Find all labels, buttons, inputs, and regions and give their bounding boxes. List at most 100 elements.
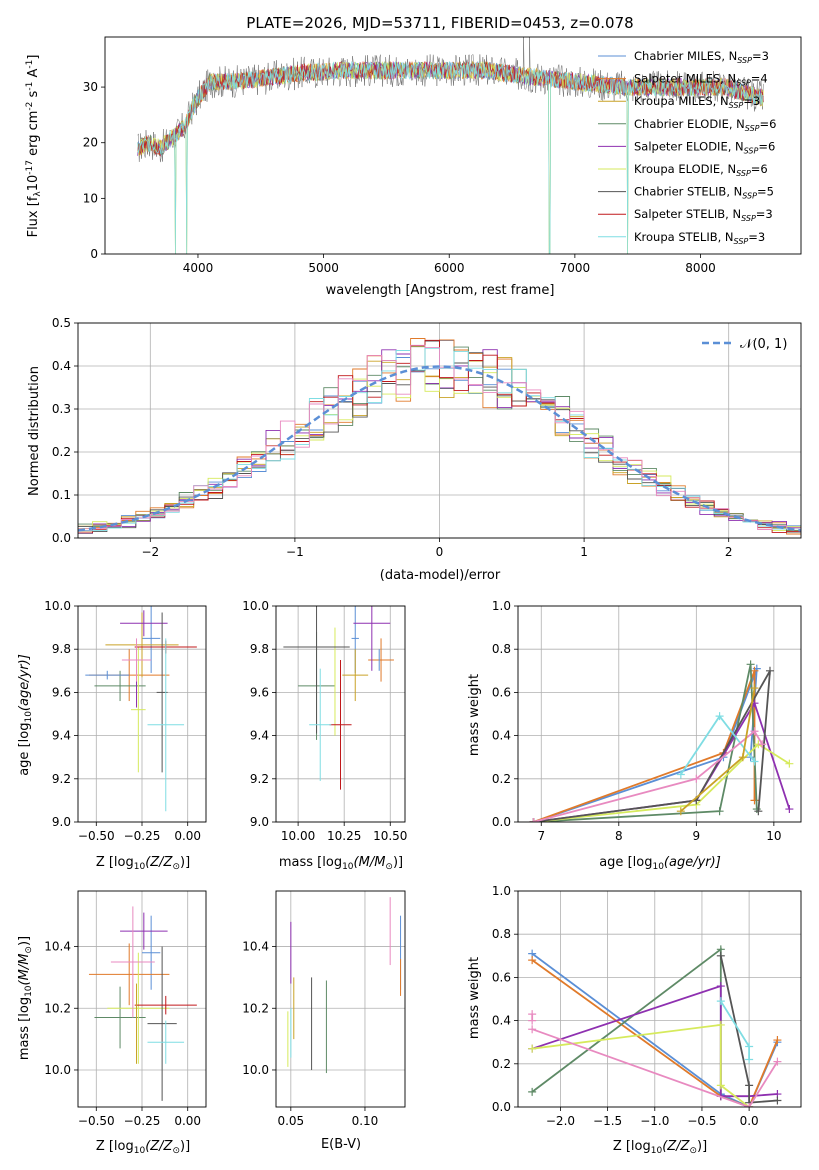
weight_vs_age-marker <box>750 684 759 693</box>
residual-y-label: Normed distribution <box>27 366 42 496</box>
ageZ-y-label: age [log10(age/yr)] <box>17 654 34 776</box>
age_vs_Z-ytick-label: 9.2 <box>52 772 71 786</box>
residuals-frame <box>77 322 802 539</box>
weight_vs_Z-marker <box>745 1055 754 1064</box>
weight_vs_Z-marker <box>773 1057 782 1066</box>
weight_vs_age-ytick-label: 0.0 <box>492 815 511 829</box>
spectrum-ytick-label: 30 <box>83 80 98 94</box>
age_vs_Z-points <box>85 606 197 812</box>
mass_vs_Z-frame <box>77 890 207 1108</box>
mZ-y-label: mass [log10(M/M⊙)] <box>17 936 34 1060</box>
residual-histogram-panel: −2 −1 0 1 2 0.0 0.1 0.2 0.3 0.4 0.5 (data-model)/e… <box>27 316 802 583</box>
residuals-ytick-label: 0.4 <box>52 359 71 373</box>
spectrum-xtick-label: 8000 <box>685 261 716 275</box>
mass_vs_Z-ytick-label: 10.4 <box>44 940 71 954</box>
weight_vs_Z-series-line <box>532 1023 750 1107</box>
mass_vs_Z-xtick-label: −0.25 <box>124 1114 161 1128</box>
weight_vs_age-lines <box>529 660 794 822</box>
mass_vs_EBV-frame <box>275 890 406 1108</box>
residual-legend: 𝒩(0, 1) <box>702 337 787 352</box>
normal-legend-label: 𝒩(0, 1) <box>740 337 787 352</box>
weight_vs_age-marker <box>754 807 763 816</box>
weight_vs_age-marker <box>750 727 759 736</box>
spectrum-legend: Chabrier MILES, NSSP=3 Salpeter MILES, NS… <box>598 49 776 246</box>
weight_vs_age-ytick-label: 0.2 <box>492 772 511 786</box>
mass_vs_Z-ytick-label: 10.0 <box>44 1063 71 1077</box>
weight_vs_Z-marker <box>528 1044 537 1053</box>
mass_vs_EBV-ytick-label: 10.0 <box>242 1063 269 1077</box>
weight_vs_Z-marker <box>716 1081 725 1090</box>
weight_vs_Z-xtick-label: −1.0 <box>640 1114 669 1128</box>
age_vs_mass-ytick-label: 9.4 <box>250 729 269 743</box>
mass-vs-metallicity-panel: −0.50 −0.25 0.00 10.0 10.2 10.4 Z [log10(Z/Z⊙… <box>17 890 207 1156</box>
weight_vs_age-series-line <box>533 743 790 822</box>
age_vs_mass-ytick-label: 9.2 <box>250 772 269 786</box>
wAge-y-label: mass weight <box>467 674 482 756</box>
spectrum-legend-label: Chabrier STELIB, NSSP=5 <box>634 185 774 201</box>
weight_vs_Z-marker <box>528 956 537 965</box>
weight_vs_age-xtick-label: 8 <box>615 829 623 843</box>
normal-curve <box>78 365 801 532</box>
weight_vs_age-marker <box>758 740 767 749</box>
weight_vs_Z-marker <box>745 1081 754 1090</box>
mass_vs_EBV-ytick-label: 10.2 <box>242 1001 269 1015</box>
weight_vs_Z-xtick-label: −0.5 <box>687 1114 716 1128</box>
spectrum-legend-label: Chabrier ELODIE, NSSP=6 <box>634 117 776 133</box>
residual-steps <box>78 338 801 535</box>
residuals-ytick-label: 0.5 <box>52 316 71 330</box>
weight_vs_age-marker <box>746 660 755 669</box>
weight_vs_Z-marker <box>716 997 725 1006</box>
weight_vs_age-marker <box>738 753 747 762</box>
spectrum-series-line <box>137 60 764 254</box>
ageM-x-label: mass [log10(M/M⊙)] <box>279 855 403 872</box>
age-vs-mass-panel: 10.00 10.25 10.50 9.0 9.2 9.4 9.6 9.8 10.0 mass … <box>242 599 407 872</box>
weight_vs_Z-ytick-label: 0.2 <box>492 1057 511 1071</box>
mass_vs_EBV-points <box>287 897 402 1074</box>
age_vs_Z-xtick-label: −0.25 <box>124 829 161 843</box>
weight_vs_Z-marker <box>716 951 725 960</box>
mass-vs-extinction-panel: 0.05 0.10 10.0 10.2 10.4 E(B-V) <box>242 890 406 1152</box>
residuals-xtick-label: −2 <box>141 545 159 559</box>
spectrum-x-label: wavelength [Angstrom, rest frame] <box>326 283 555 298</box>
spectrum-xtick-label: 5000 <box>308 261 339 275</box>
age_vs_mass-xtick-label: 10.25 <box>327 829 361 843</box>
spectrum-legend-label: Salpeter MILES, NSSP=4 <box>634 72 768 88</box>
age_vs_Z-xtick-label: 0.00 <box>174 829 201 843</box>
weight_vs_age-ytick-label: 0.4 <box>492 729 511 743</box>
weight_vs_age-ytick-label: 0.8 <box>492 642 511 656</box>
weight_vs_Z-marker <box>773 1096 782 1105</box>
residuals-ytick-label: 0.2 <box>52 445 71 459</box>
spectrum-legend-label: Kroupa ELODIE, NSSP=6 <box>634 162 768 178</box>
weight_vs_Z-xtick-label: −2.0 <box>546 1114 575 1128</box>
weight_vs_age-marker <box>715 807 724 816</box>
age_vs_mass-ytick-label: 10.0 <box>242 599 269 613</box>
age_vs_Z-ytick-label: 9.6 <box>52 685 71 699</box>
weight_vs_age-frame <box>517 605 802 823</box>
spectrum-lines <box>137 37 764 254</box>
weight_vs_Z-series-line <box>720 1000 750 1060</box>
weight_vs_Z-frame <box>517 890 802 1108</box>
mass_vs_Z-points <box>88 906 197 1101</box>
spectrum-legend-label: Kroupa STELIB, NSSP=3 <box>634 230 765 246</box>
weight_vs_age-ytick-label: 0.6 <box>492 685 511 699</box>
weight_vs_age-xtick-label: 10 <box>766 829 781 843</box>
weight_vs_age-marker <box>676 807 685 816</box>
weight_vs_Z-series-line <box>531 947 750 1107</box>
age-vs-metallicity-panel: −0.50 −0.25 0.00 9.0 9.2 9.4 9.6 9.8 10.0 Z [log… <box>17 599 207 872</box>
residuals-xtick-label: 1 <box>580 545 588 559</box>
weight_vs_Z-lines <box>528 945 782 1107</box>
weight_vs_age-marker <box>785 805 794 814</box>
weight_vs_age-series-line <box>533 664 758 822</box>
residual-histogram-series <box>78 344 801 530</box>
age_vs_mass-ytick-label: 9.0 <box>250 815 269 829</box>
spectrum-xtick-label: 4000 <box>183 261 214 275</box>
weight_vs_Z-xtick-label: 0.0 <box>740 1114 759 1128</box>
weight_vs_age-marker <box>765 666 774 675</box>
spectrum-y-label: Flux [fλ10-17 erg cm-2 s-1 A-1] <box>25 55 43 238</box>
spectrum-panel: PLATE=2026, MJD=53711, FIBERID=0453, z=0… <box>25 14 802 298</box>
weight_vs_Z-ytick-label: 0.8 <box>492 927 511 941</box>
spectrum-ytick-label: 20 <box>83 136 98 150</box>
age_vs_Z-ytick-label: 10.0 <box>44 599 71 613</box>
mass_vs_EBV-xtick-label: 0.05 <box>277 1114 304 1128</box>
